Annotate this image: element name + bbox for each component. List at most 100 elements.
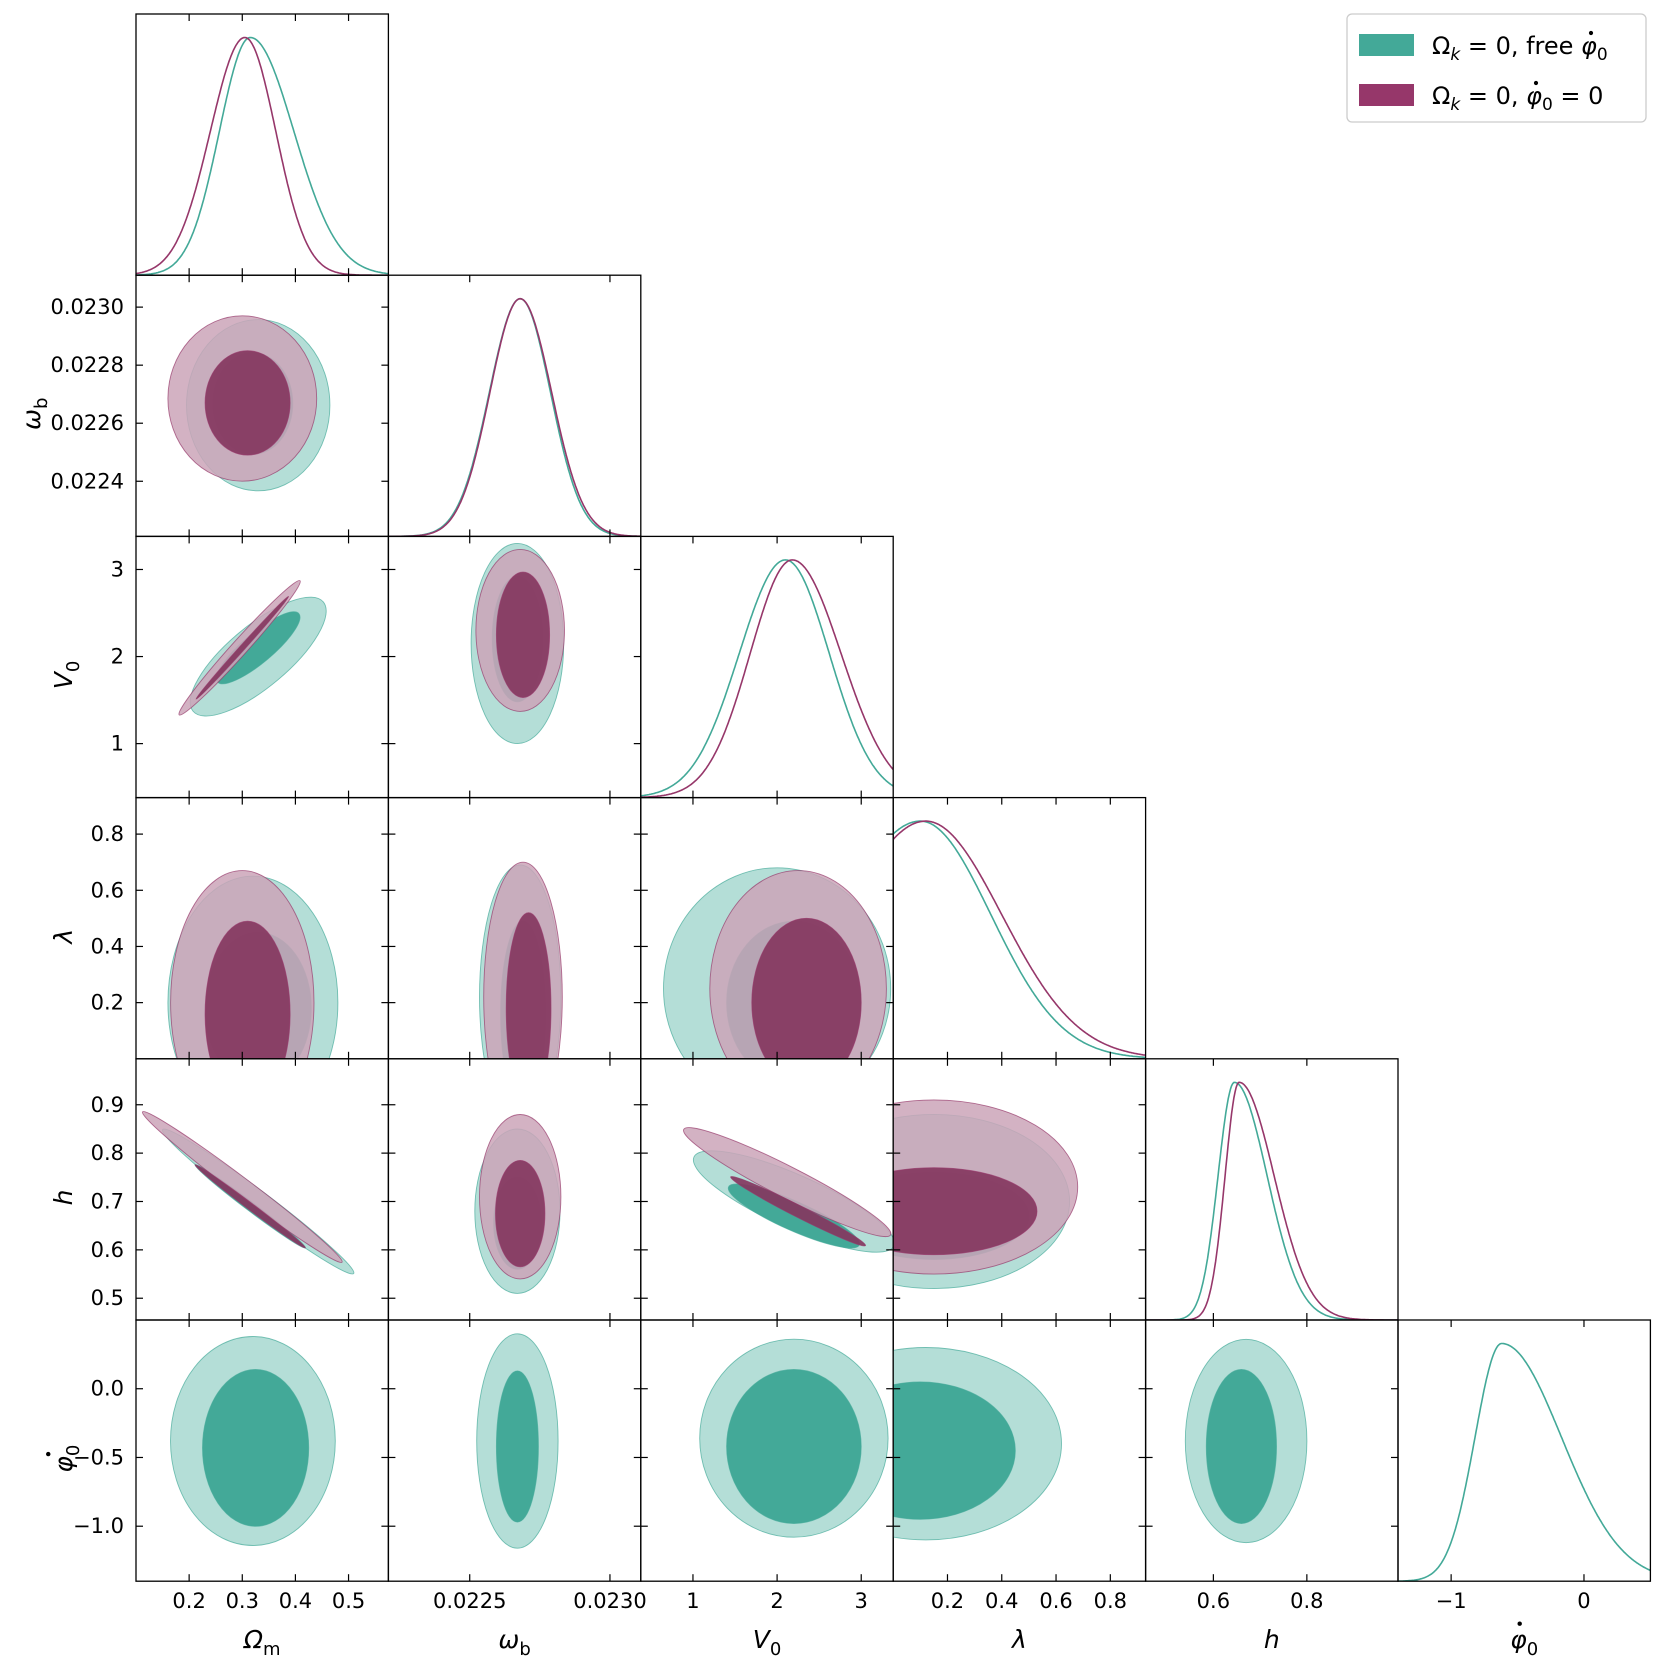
contour-wb-lam-s1-l1 bbox=[505, 912, 552, 1059]
y-tick-label-h: 0.6 bbox=[91, 1238, 124, 1262]
ticks-5-0 bbox=[136, 1320, 389, 1582]
y-tick-label-h: 0.5 bbox=[91, 1286, 124, 1310]
ticks-0-0 bbox=[188, 14, 350, 276]
contour-Om-h-s1-l1 bbox=[194, 1164, 306, 1249]
marginal-h-series-1 bbox=[1145, 1081, 1398, 1321]
y-tick-label-V0: 1 bbox=[111, 732, 124, 756]
panel-frame-4-4 bbox=[1144, 1058, 1399, 1321]
y-tick-label-h: 0.7 bbox=[91, 1189, 124, 1213]
legend: Ωk = 0, free φ0 Ωk = 0, φ0 = 0 bbox=[1346, 13, 1647, 123]
x-axis-label-phid-dot bbox=[1517, 1621, 1522, 1626]
panel-h-phid bbox=[1184, 1338, 1308, 1544]
x-tick-label-Om: 0.3 bbox=[226, 1589, 259, 1613]
legend-swatch-1 bbox=[1359, 84, 1414, 106]
panel-Om-wb bbox=[167, 315, 331, 492]
panel-Om-phid bbox=[170, 1336, 336, 1546]
marginal-wb-series-0 bbox=[388, 297, 641, 537]
y-tick-label-V0: 3 bbox=[111, 557, 124, 581]
ticks-5-3 bbox=[893, 1320, 1146, 1582]
y-tick-label-wb: 0.0230 bbox=[51, 295, 124, 319]
y-tick-label-wb: 0.0226 bbox=[51, 411, 124, 435]
y-tick-label-phid: −0.5 bbox=[73, 1445, 124, 1469]
y-tick-label-phid: 0.0 bbox=[91, 1377, 124, 1401]
y-tick-label-lam: 0.6 bbox=[91, 878, 124, 902]
x-tick-label-wb: 0.0230 bbox=[573, 1589, 646, 1613]
ticks-2-0 bbox=[136, 536, 389, 798]
contour-wb-h-s1-l1 bbox=[495, 1159, 546, 1268]
panel-Om-V0 bbox=[178, 580, 327, 717]
panel-frame-4-0 bbox=[135, 1058, 390, 1321]
panel-Om-lam bbox=[167, 870, 339, 1059]
panel-frame-0-0 bbox=[135, 13, 390, 276]
y-axis-label-V0: V0 bbox=[49, 661, 84, 690]
x-axis-label-wb: ωb bbox=[498, 1625, 530, 1659]
y-tick-label-h: 0.9 bbox=[91, 1093, 124, 1117]
panel-frame-1-1 bbox=[387, 274, 642, 538]
contour-lam-h-s1-l1 bbox=[893, 1167, 1038, 1256]
marginal-Om-series-0 bbox=[136, 36, 389, 276]
contour-V0-h-s1-l1 bbox=[730, 1175, 867, 1247]
ticks-2-2 bbox=[692, 536, 862, 798]
marginal-Om-series-1 bbox=[136, 36, 389, 276]
panel-wb-V0 bbox=[470, 542, 565, 745]
legend-label-1: Ωk = 0, φ0 = 0 bbox=[1432, 82, 1603, 115]
ticks-4-0 bbox=[136, 1058, 389, 1320]
ticks-5-5 bbox=[1450, 1320, 1585, 1582]
ticks-3-2 bbox=[640, 797, 894, 1059]
x-axis-label-h: h bbox=[1264, 1625, 1280, 1654]
x-tick-label-V0: 3 bbox=[855, 1589, 868, 1613]
x-tick-label-Om: 0.2 bbox=[172, 1589, 205, 1613]
ticks-5-4 bbox=[1145, 1320, 1398, 1582]
panel-frame-3-3 bbox=[892, 796, 1147, 1060]
x-tick-label-lam: 0.4 bbox=[985, 1589, 1018, 1613]
ticks-5-1 bbox=[388, 1320, 641, 1582]
marginal-lam-series-1 bbox=[893, 820, 1146, 1056]
contour-V0-lam-s1-l1 bbox=[751, 917, 862, 1059]
x-axis-label-phid: φ0 bbox=[1510, 1625, 1538, 1659]
panel-wb-wb bbox=[388, 297, 641, 537]
marginal-V0-series-0 bbox=[640, 559, 894, 797]
y-tick-label-h: 0.8 bbox=[91, 1141, 124, 1165]
x-tick-label-phid: −1 bbox=[1436, 1589, 1467, 1613]
x-tick-label-lam: 0.6 bbox=[1039, 1589, 1072, 1613]
x-tick-label-h: 0.6 bbox=[1197, 1589, 1230, 1613]
y-tick-label-lam: 0.8 bbox=[91, 822, 124, 846]
contour-wb-phid-s0-l1 bbox=[495, 1370, 539, 1523]
x-tick-label-wb: 0.0225 bbox=[433, 1589, 506, 1613]
marginal-h-series-0 bbox=[1145, 1081, 1398, 1321]
marginal-phid-series-0 bbox=[1398, 1342, 1651, 1582]
x-tick-label-lam: 0.8 bbox=[1094, 1589, 1127, 1613]
x-tick-label-lam: 0.2 bbox=[931, 1589, 964, 1613]
legend-label-0: Ωk = 0, free φ0 bbox=[1432, 32, 1608, 65]
legend-dot-1 bbox=[1533, 80, 1539, 86]
plot-content: 0.02240.02260.02280.0230ωb123V00.20.40.6… bbox=[17, 13, 1652, 1659]
panel-V0-phid bbox=[699, 1338, 889, 1538]
panel-lam-phid bbox=[893, 1347, 1062, 1541]
contour-h-phid-s0-l1 bbox=[1205, 1369, 1277, 1524]
legend-dot-0 bbox=[1588, 30, 1594, 36]
ticks-2-1 bbox=[388, 536, 641, 798]
y-tick-label-V0: 2 bbox=[111, 645, 124, 669]
ticks-4-2 bbox=[640, 1058, 894, 1320]
ticks-4-4 bbox=[1212, 1058, 1308, 1320]
marginal-lam-series-0 bbox=[893, 820, 1146, 1059]
contour-Om-h-s1-l2 bbox=[141, 1111, 343, 1263]
x-axis-label-Om: Ωm bbox=[243, 1625, 281, 1659]
panel-Om-Om bbox=[136, 36, 389, 276]
x-tick-label-V0: 2 bbox=[770, 1589, 783, 1613]
panel-frame-2-2 bbox=[640, 535, 894, 799]
contour-Om-lam-s1-l1 bbox=[204, 920, 291, 1059]
panel-lam-lam bbox=[893, 820, 1146, 1059]
contour-wb-V0-s1-l1 bbox=[495, 571, 551, 698]
y-tick-label-lam: 0.2 bbox=[91, 991, 124, 1015]
ticks-4-1 bbox=[388, 1058, 641, 1320]
contour-Om-V0-s1-l1 bbox=[195, 595, 290, 700]
ticks-1-0 bbox=[136, 275, 389, 537]
panel-wb-phid bbox=[476, 1333, 559, 1549]
contour-lam-phid-s0-l1 bbox=[893, 1381, 1016, 1520]
panel-frame-5-5 bbox=[1397, 1319, 1652, 1582]
ticks-1-1 bbox=[469, 275, 611, 537]
x-axis-label-V0: V0 bbox=[753, 1625, 782, 1659]
ticks-3-3 bbox=[946, 797, 1111, 1059]
